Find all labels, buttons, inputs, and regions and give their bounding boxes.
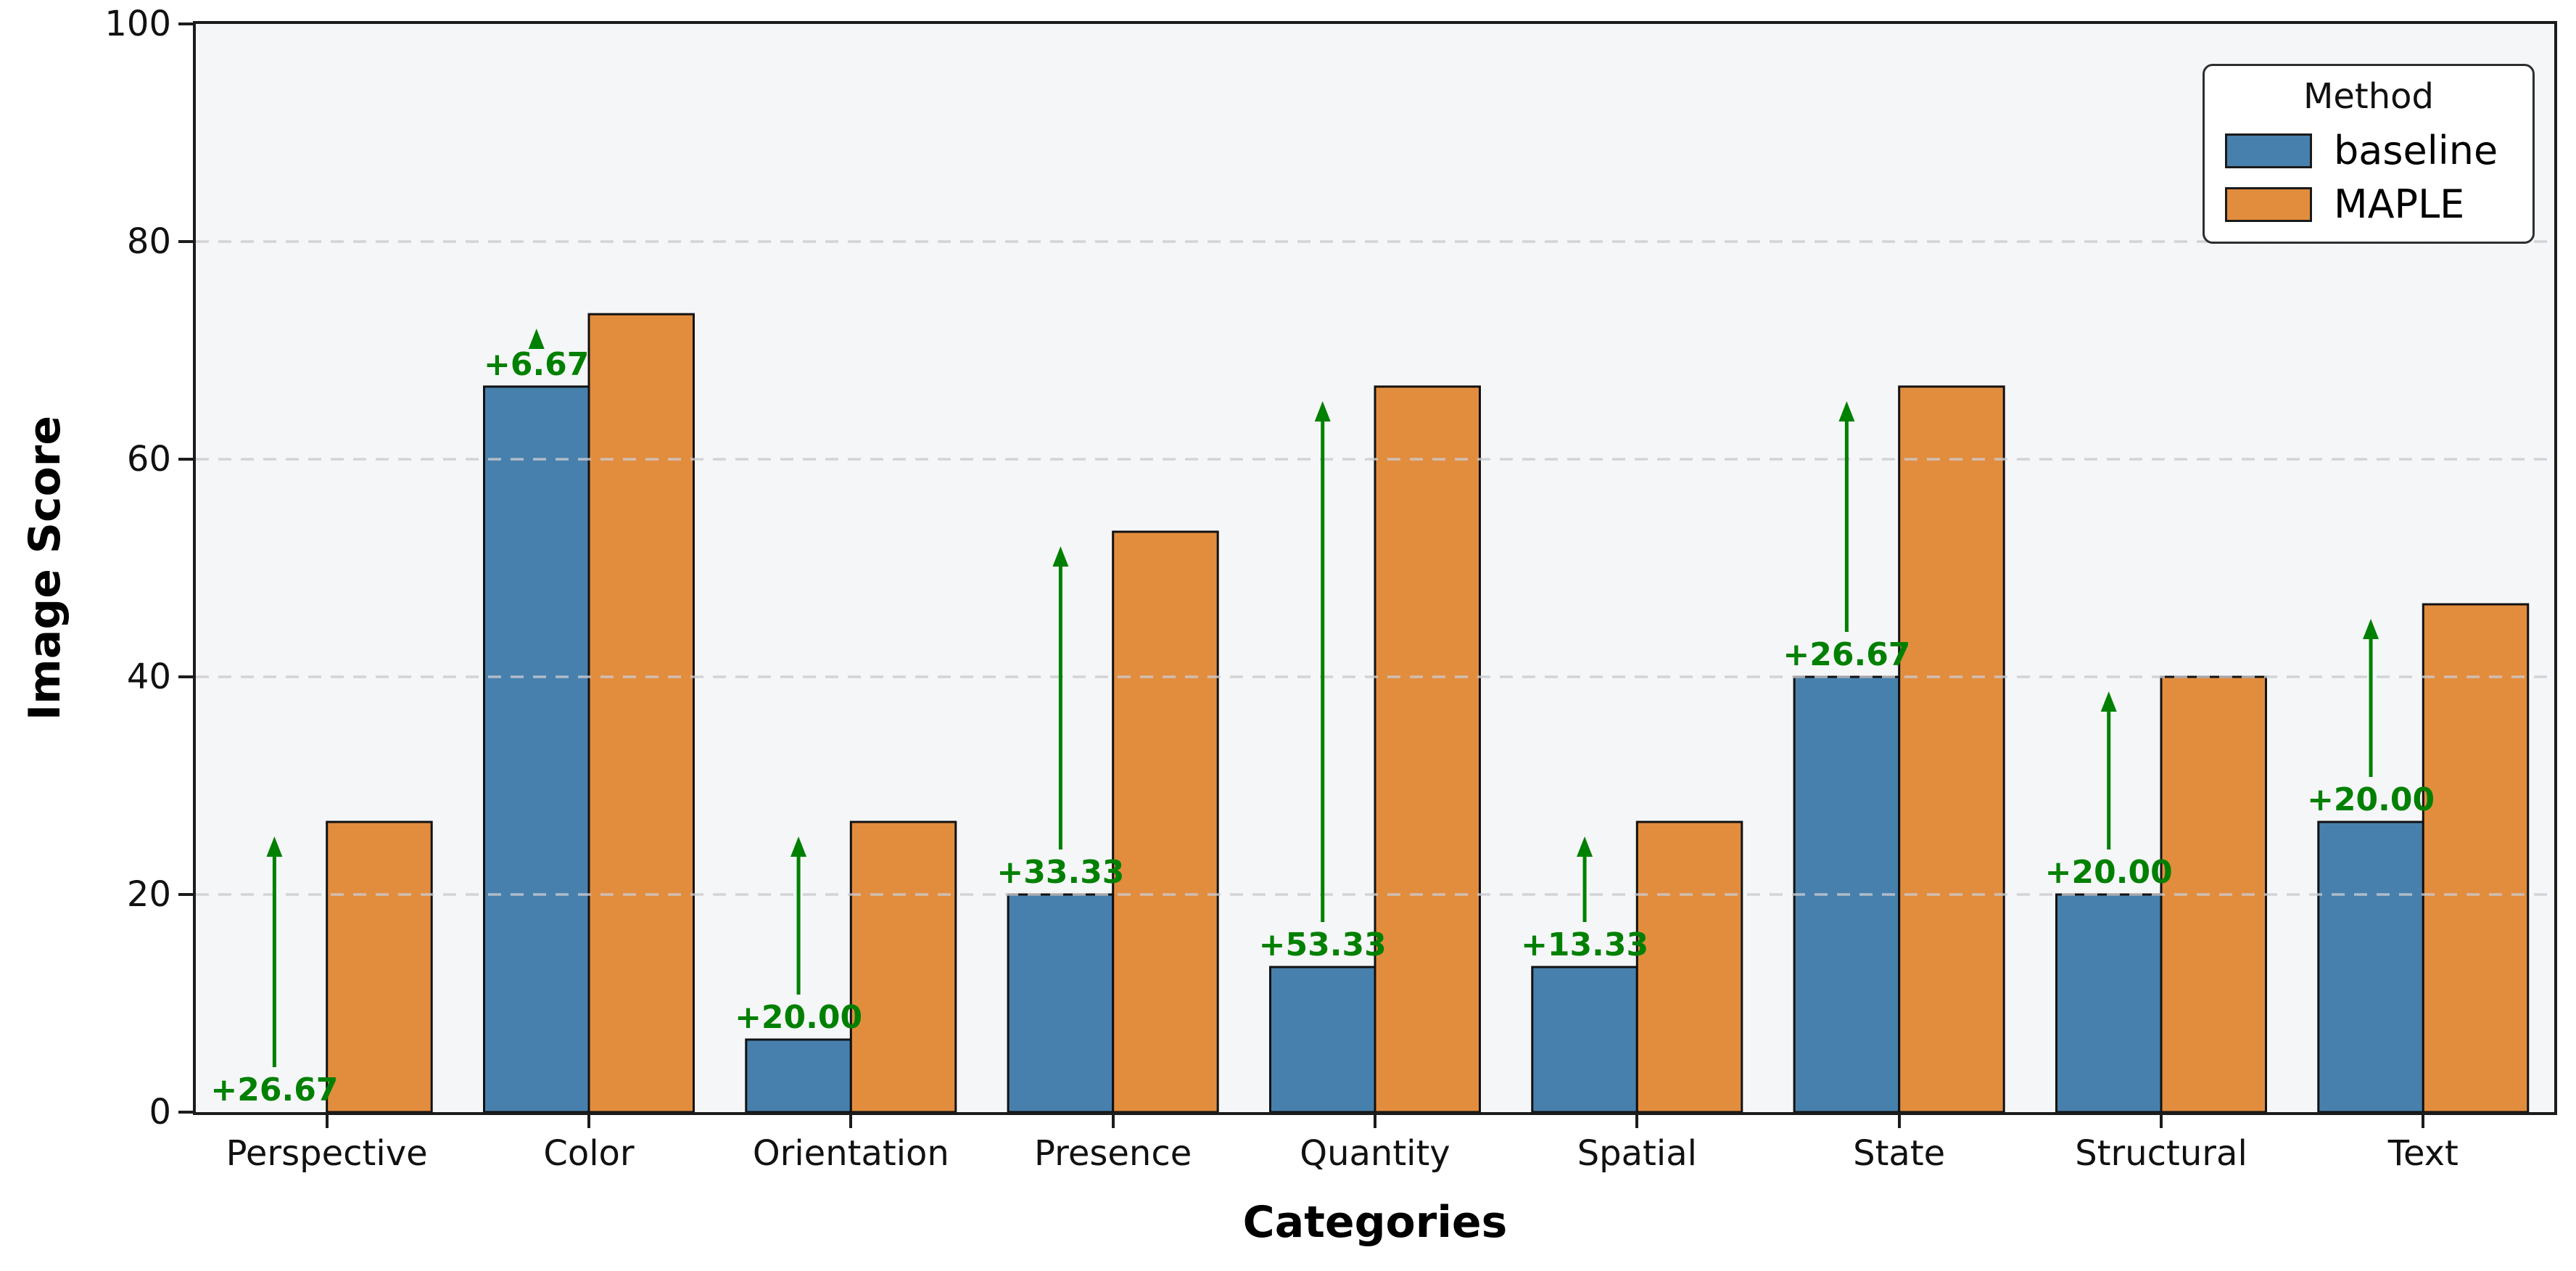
legend-title: Method [2303,76,2435,117]
x-tick-label-structural: Structural [2075,1133,2247,1174]
x-tickmark-presence [1111,1115,1115,1128]
legend-entry-baseline: baseline [2225,131,2512,170]
y-tick-label-20: 20 [126,874,171,915]
improvement-label-spatial: +13.33 [1521,926,1648,963]
improvement-arrow-head-color [528,329,545,350]
legend-label-baseline: baseline [2334,128,2498,173]
improvement-arrow-head-structural [2100,691,2117,712]
x-tick-label-color: Color [543,1133,635,1174]
x-tick-label-text: Text [2387,1133,2459,1174]
x-tickmark-state [1897,1115,1901,1128]
y-tickmark-20 [178,893,193,896]
y-tickmark-60 [178,458,193,461]
improvement-label-quantity: +53.33 [1259,926,1387,963]
improvement-label-text: +20.00 [2307,781,2435,818]
improvement-label-orientation: +20.00 [735,999,862,1036]
x-tickmark-color [587,1115,590,1128]
y-tick-label-0: 0 [149,1092,171,1132]
x-tickmark-orientation [849,1115,853,1128]
bar-baseline-color [483,385,590,1112]
bar-maple-orientation [849,820,957,1112]
legend: Method baseline MAPLE [2203,64,2535,244]
y-tickmark-100 [178,22,193,25]
bar-maple-state [1898,385,2005,1112]
legend-entry-maple: MAPLE [2225,185,2512,224]
x-tick-label-perspective: Perspective [226,1133,428,1174]
x-axis-label: Categories [1242,1197,1508,1248]
improvement-arrow-head-presence [1052,546,1069,567]
legend-swatch-baseline [2225,133,2312,168]
bar-baseline-text [2317,820,2424,1112]
y-axis-label: Image Score [20,415,70,721]
x-tickmark-spatial [1635,1115,1639,1128]
improvement-arrow-head-spatial [1577,836,1593,857]
x-tick-label-presence: Presence [1034,1133,1192,1174]
bar-baseline-presence [1007,893,1115,1112]
improvement-label-state: +26.67 [1783,636,1910,673]
bar-maple-text [2422,603,2530,1112]
bar-baseline-quantity [1269,966,1376,1112]
x-tick-label-state: State [1853,1133,1946,1174]
improvement-label-structural: +20.00 [2045,854,2173,891]
improvement-arrow-head-quantity [1314,400,1331,421]
x-tickmark-structural [2160,1115,2163,1128]
improvement-arrow-head-text [2363,618,2379,639]
legend-label-maple: MAPLE [2334,181,2465,227]
bar-maple-presence [1112,530,1219,1112]
legend-swatch-maple [2225,187,2312,222]
improvement-label-perspective: +26.67 [210,1071,338,1108]
improvement-arrow-head-state [1838,400,1855,421]
y-tick-label-100: 100 [104,4,171,44]
bar-baseline-spatial [1531,966,1638,1112]
improvement-label-presence: +33.33 [996,854,1124,891]
x-tickmark-text [2422,1115,2425,1128]
improvement-label-color: +6.67 [484,346,589,383]
improvement-arrow-head-orientation [790,836,807,857]
bar-maple-spatial [1635,820,1743,1112]
y-tickmark-80 [178,240,193,243]
bar-maple-color [587,313,695,1112]
plot-area: +26.67 +6.67 +20.00 +33.33 +53.33 +13.33 +26.6… [193,21,2557,1115]
x-tickmark-perspective [325,1115,329,1128]
x-tick-label-spatial: Spatial [1577,1133,1697,1174]
bar-baseline-orientation [745,1038,852,1112]
y-tick-label-80: 80 [126,221,171,262]
bar-baseline-structural [2055,893,2163,1112]
improvement-arrow-head-perspective [266,836,283,857]
y-tickmark-40 [178,675,193,678]
y-tickmark-0 [178,1111,193,1114]
bar-maple-quantity [1374,385,1481,1112]
x-tick-label-orientation: Orientation [752,1133,949,1174]
x-tickmark-quantity [1374,1115,1376,1128]
x-tick-label-quantity: Quantity [1300,1133,1450,1174]
chart-canvas: +26.67 +6.67 +20.00 +33.33 +53.33 +13.33 +26.6… [196,240,2554,1112]
bar-maple-perspective [326,820,433,1112]
